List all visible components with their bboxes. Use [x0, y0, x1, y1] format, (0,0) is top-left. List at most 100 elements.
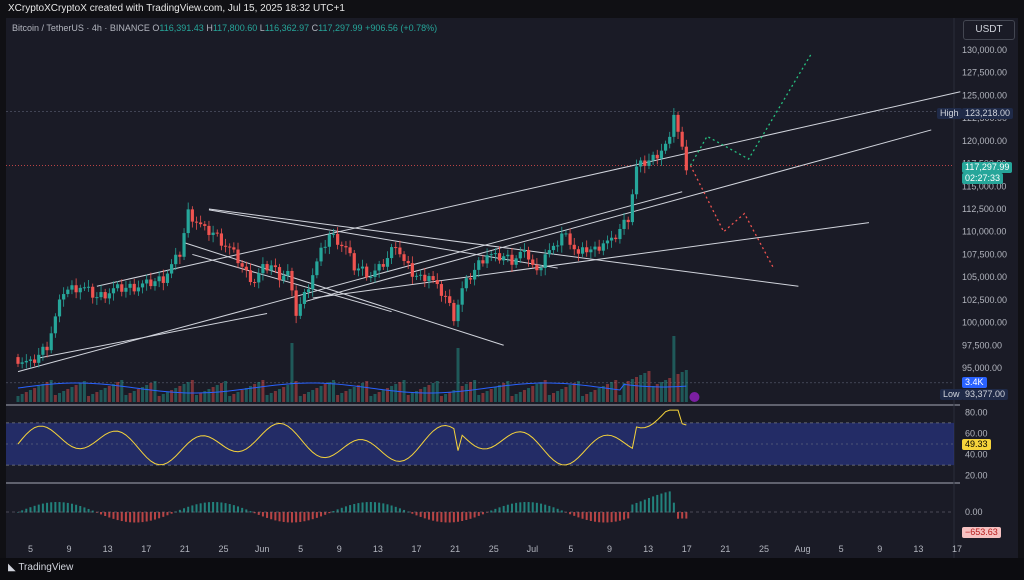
macd-bar: [120, 512, 123, 522]
volume-bar: [323, 384, 327, 402]
candle-body: [630, 194, 634, 223]
candle-body: [439, 284, 444, 296]
candle-body: [385, 258, 390, 267]
price-tick-label: 127,500.00: [962, 68, 1007, 78]
candle-body: [456, 304, 460, 322]
trend-line: [183, 242, 504, 346]
macd-bar: [108, 512, 111, 518]
candle-body: [302, 292, 307, 304]
macd-bar: [149, 512, 152, 521]
volume-bar: [174, 388, 178, 402]
volume-bar: [456, 348, 460, 402]
candle-body: [169, 264, 174, 274]
tradingview-logo[interactable]: ◣ TradingView: [8, 562, 73, 573]
candle-body: [174, 254, 178, 265]
macd-bar: [21, 510, 24, 513]
candle-body: [585, 247, 589, 253]
candle-body: [311, 275, 315, 290]
macd-bar: [382, 503, 385, 513]
candle-body: [481, 260, 485, 264]
candle-body: [576, 249, 580, 254]
candle-body: [377, 264, 381, 271]
currency-button[interactable]: USDT: [963, 20, 1015, 40]
candle-body: [564, 233, 568, 235]
volume-bar: [473, 380, 477, 402]
macd-bar: [241, 507, 244, 513]
volume-bar: [498, 385, 502, 402]
candle-body: [493, 253, 497, 255]
volume-bar: [630, 379, 634, 402]
macd-bar: [357, 503, 360, 513]
macd-bar: [274, 512, 277, 521]
candle-body: [340, 244, 344, 247]
candle-body: [116, 284, 120, 289]
candle-body: [153, 281, 157, 287]
event-marker-icon: [689, 392, 700, 402]
candle-body: [551, 245, 556, 251]
candle-body: [327, 234, 331, 247]
candle-body: [33, 359, 37, 363]
macd-bar: [594, 512, 597, 522]
candle-body: [601, 243, 605, 251]
macd-bar: [166, 512, 169, 516]
volume-ma-line: [17, 382, 687, 394]
macd-bar: [427, 512, 430, 520]
price-tick-label: 120,000.00: [962, 136, 1007, 146]
macd-bar: [544, 504, 547, 513]
volume-bar: [136, 389, 140, 402]
macd-bar: [481, 512, 484, 515]
macd-bar: [332, 510, 335, 513]
x-tick-label: 21: [720, 544, 730, 554]
candle-body: [443, 295, 448, 297]
macd-bar: [324, 512, 327, 515]
macd-bar: [183, 508, 186, 513]
macd-bar: [311, 512, 314, 520]
symbol-line: Bitcoin / TetherUS · 4h · BINANCE O116,3…: [12, 23, 437, 33]
macd-bar: [344, 506, 347, 513]
macd-bar: [631, 504, 634, 513]
volume-bar: [327, 382, 331, 402]
macd-bar: [498, 507, 501, 513]
macd-bar: [195, 504, 198, 513]
macd-bar: [452, 512, 455, 523]
volume-bar: [244, 388, 248, 402]
high-tag-label: High: [937, 108, 962, 119]
macd-bar: [490, 510, 493, 513]
candle-body: [82, 287, 87, 289]
volume-bar: [415, 391, 419, 402]
volume-bar: [514, 394, 518, 402]
candle-body: [373, 270, 377, 277]
candle-body: [419, 274, 423, 276]
chart-svg[interactable]: 130,000.00127,500.00125,000.00122,500.00…: [6, 18, 1018, 558]
x-tick-label: 25: [218, 544, 228, 554]
candle-body: [273, 265, 277, 268]
candle-body: [207, 225, 211, 235]
volume-bar: [215, 385, 219, 402]
x-tick-label: 21: [180, 544, 190, 554]
volume-bar: [477, 395, 481, 402]
macd-bar: [394, 506, 397, 513]
volume-bar: [344, 391, 348, 402]
chart-area[interactable]: 130,000.00127,500.00125,000.00122,500.00…: [6, 18, 1018, 558]
candle-body: [186, 209, 190, 234]
volume-bar: [614, 380, 618, 402]
macd-bar: [137, 512, 140, 523]
x-tick-label: 9: [337, 544, 342, 554]
macd-bar: [162, 512, 165, 517]
volume-bar: [286, 385, 290, 402]
macd-bar: [639, 501, 642, 513]
volume-bar: [95, 392, 99, 402]
candle-body: [45, 346, 49, 351]
volume-bar: [228, 396, 232, 402]
price-tick-label: 112,500.00: [962, 204, 1006, 214]
volume-bar: [302, 394, 306, 402]
candle-body: [427, 276, 431, 282]
volume-bar: [194, 395, 198, 402]
macd-bar: [473, 512, 476, 518]
candle-body: [394, 247, 398, 249]
volume-bar: [585, 394, 589, 402]
volume-bar: [352, 387, 356, 402]
candle-body: [215, 232, 219, 234]
macd-bar: [220, 502, 223, 513]
volume-bar: [377, 392, 381, 402]
